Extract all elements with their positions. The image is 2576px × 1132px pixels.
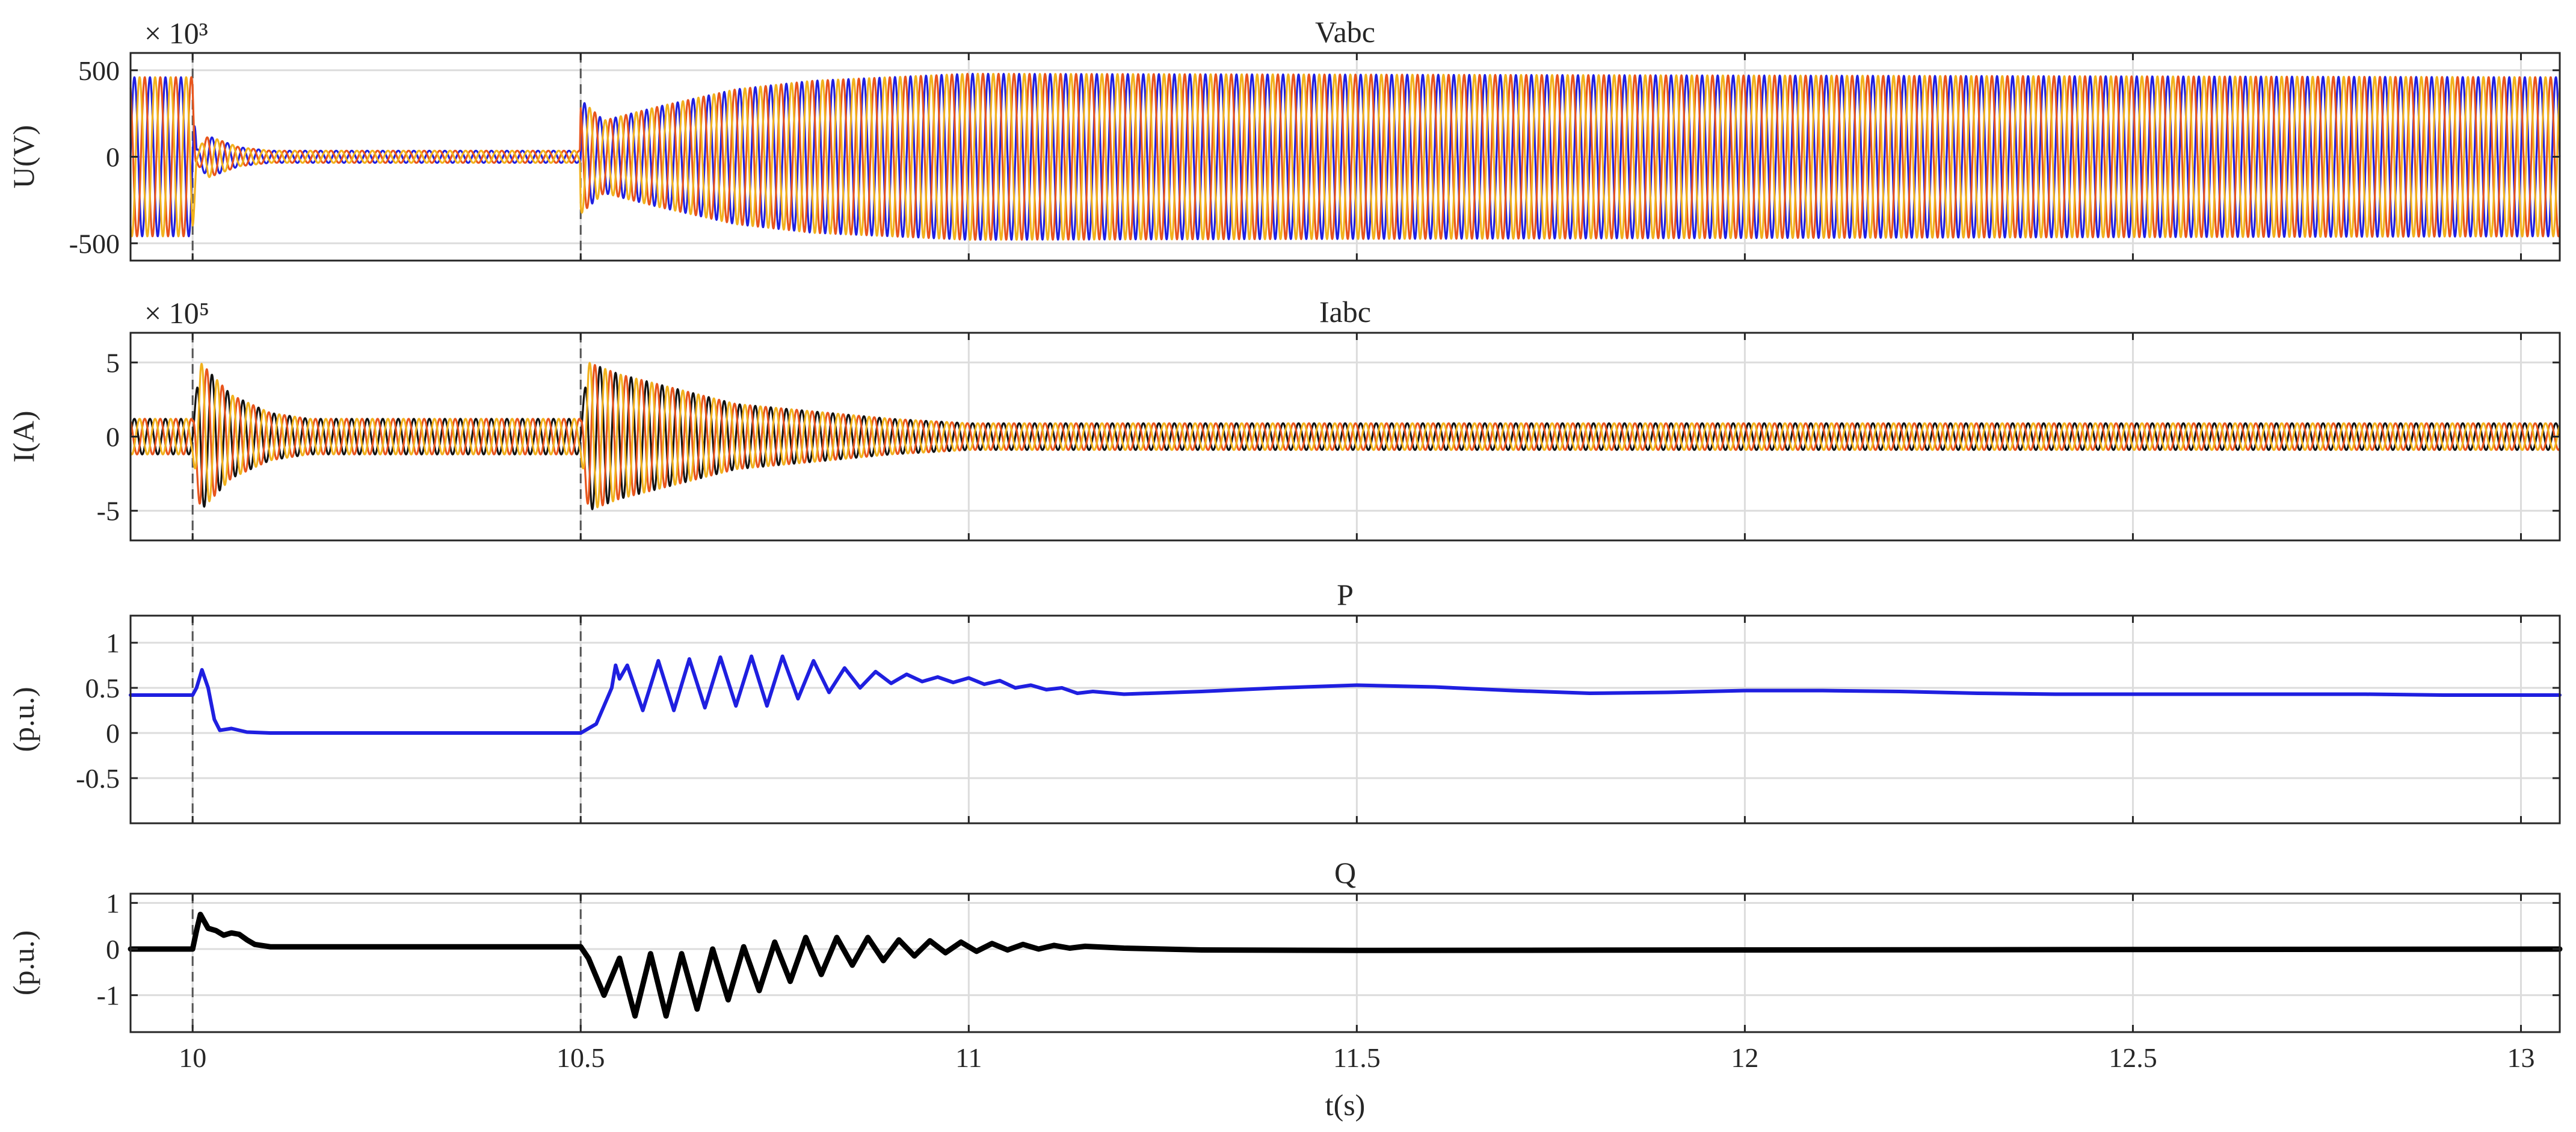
y-tick-label: 500 — [78, 55, 120, 86]
y-tick-label: 1 — [106, 888, 120, 918]
panel-p: P (p.u.) 1 0.5 0 -0.5 — [7, 578, 2562, 824]
panel-title-p: P — [1337, 578, 1354, 611]
panel-title-iabc: Iabc — [1319, 295, 1371, 329]
y-exponent-label-iabc: × 10⁵ — [144, 296, 209, 330]
panel-q: Q (p.u.) t(s) 10-110 10.5 11 11.5 12 12.5 13 — [7, 856, 2563, 1122]
panel-title-q: Q — [1334, 856, 1356, 889]
x-tick-label: 12.5 — [2109, 1042, 2157, 1073]
y-tick-label: -500 — [69, 228, 120, 259]
panel-vabc: Vabc U(V) × 10³ 500 0 -500 — [7, 15, 2561, 262]
x-tick-label: 12 — [1731, 1042, 1758, 1073]
x-tick-label: 10 — [179, 1042, 206, 1073]
y-axis-label-p: (p.u.) — [7, 687, 40, 752]
panel-iabc: Iabc I(A) × 10⁵ 5 0 -5 — [7, 295, 2561, 542]
series-line-phase-3 — [129, 362, 2561, 509]
y-axis-label-vabc: U(V) — [7, 125, 40, 189]
y-tick-label: -5 — [97, 496, 120, 527]
x-tick-label: 10.5 — [556, 1042, 605, 1073]
y-tick-label: 1 — [106, 628, 120, 658]
series-line-phase-1 — [129, 366, 2561, 510]
y-tick-label: 5 — [106, 347, 120, 378]
y-tick-label: 0 — [106, 934, 120, 965]
axes-box — [129, 614, 2561, 824]
y-tick-label: 0 — [106, 718, 120, 749]
series-line-q — [128, 912, 2563, 1019]
x-tick-label: 11 — [955, 1042, 982, 1073]
x-tick-label: 13 — [2507, 1042, 2534, 1073]
x-tick-label: 11.5 — [1333, 1042, 1381, 1073]
y-axis-label-q: (p.u.) — [7, 930, 40, 995]
y-tick-label: -1 — [97, 980, 120, 1011]
x-axis-label: t(s) — [1325, 1088, 1366, 1122]
y-tick-label: 0 — [106, 142, 120, 173]
series-line-p — [129, 654, 2562, 735]
panel-title-vabc: Vabc — [1315, 15, 1375, 49]
series-line-phase-3 — [129, 72, 2561, 241]
axes-box — [129, 892, 2561, 1033]
y-exponent-label-vabc: × 10³ — [144, 16, 208, 50]
y-tick-label: -0.5 — [76, 763, 120, 794]
y-axis-label-iabc: I(A) — [7, 410, 40, 462]
y-tick-label: 0 — [106, 422, 120, 453]
y-tick-label: 0.5 — [85, 673, 120, 704]
